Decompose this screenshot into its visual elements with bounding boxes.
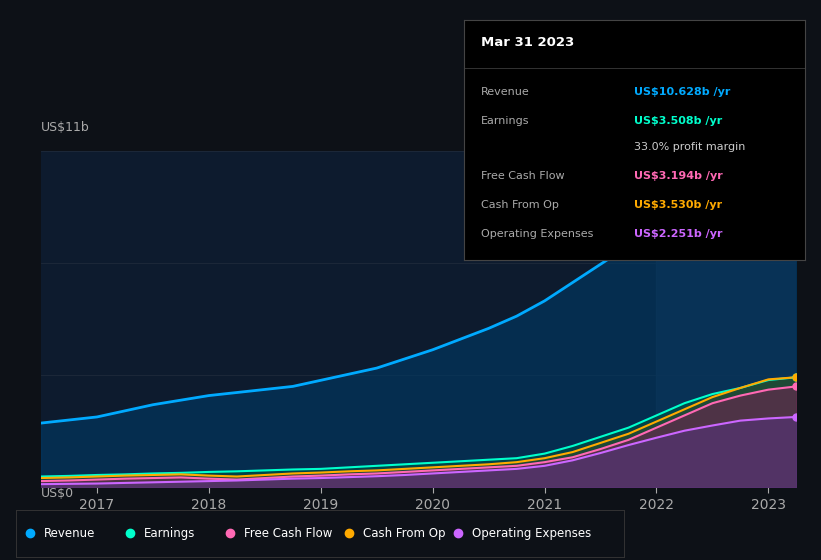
Text: Cash From Op: Cash From Op (363, 527, 445, 540)
Text: Operating Expenses: Operating Expenses (481, 229, 594, 239)
Text: US$3.508b /yr: US$3.508b /yr (635, 116, 722, 126)
Text: Earnings: Earnings (144, 527, 195, 540)
Text: US$3.530b /yr: US$3.530b /yr (635, 200, 722, 210)
Text: US$2.251b /yr: US$2.251b /yr (635, 229, 722, 239)
Bar (657, 151, 796, 487)
Text: 33.0% profit margin: 33.0% profit margin (635, 142, 745, 152)
Text: Revenue: Revenue (481, 87, 530, 97)
Text: Operating Expenses: Operating Expenses (472, 527, 591, 540)
Text: Mar 31 2023: Mar 31 2023 (481, 36, 574, 49)
Text: Cash From Op: Cash From Op (481, 200, 559, 210)
Text: Earnings: Earnings (481, 116, 530, 126)
Text: US$11b: US$11b (41, 122, 89, 134)
Text: Free Cash Flow: Free Cash Flow (245, 527, 333, 540)
Text: US$10.628b /yr: US$10.628b /yr (635, 87, 731, 97)
Text: US$0: US$0 (41, 487, 74, 500)
Text: US$3.194b /yr: US$3.194b /yr (635, 171, 723, 181)
Text: Revenue: Revenue (44, 527, 95, 540)
Text: Free Cash Flow: Free Cash Flow (481, 171, 565, 181)
